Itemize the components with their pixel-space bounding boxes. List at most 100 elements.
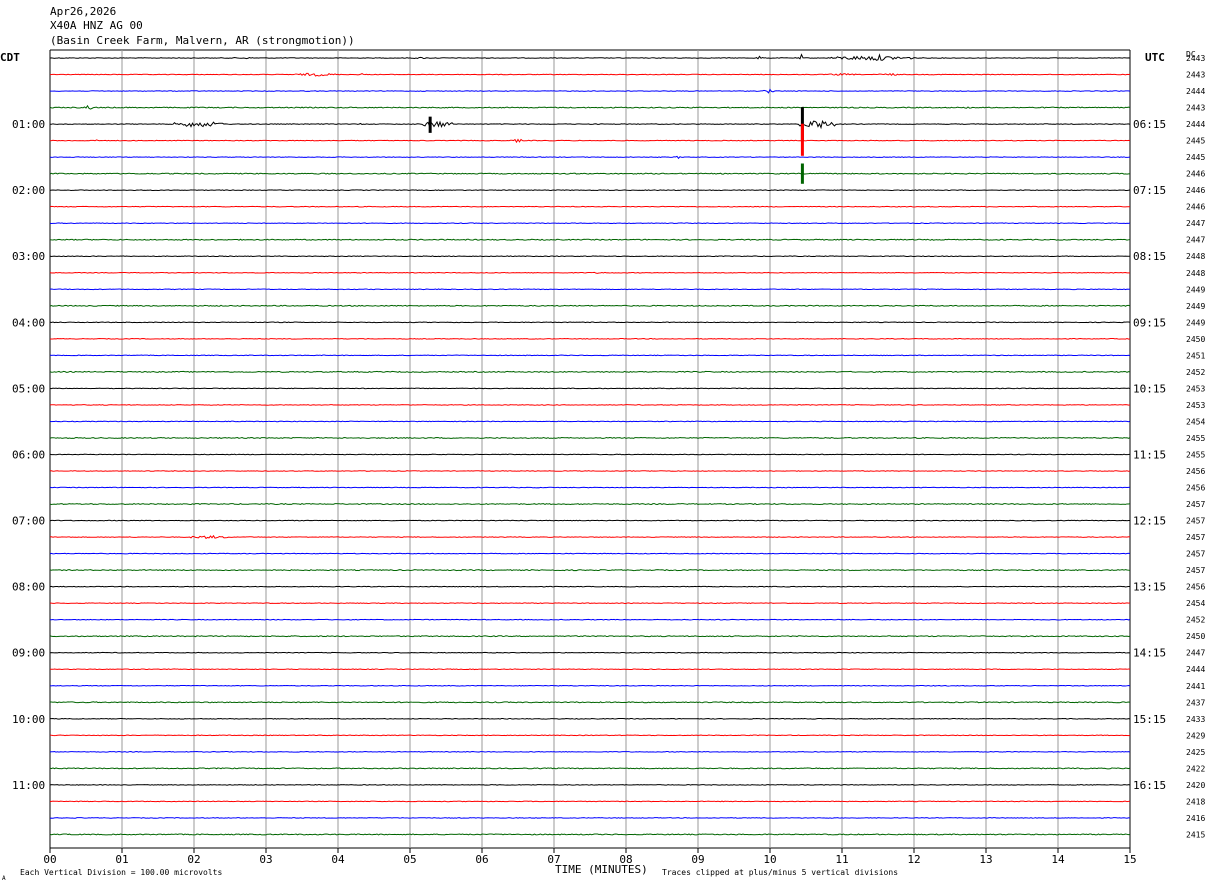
dc-value-row-4: 2444	[1186, 120, 1205, 129]
dc-value-row-8: 2446	[1186, 186, 1205, 195]
dc-value-row-14: 2449	[1186, 285, 1205, 294]
trace-row-24	[49, 453, 1131, 456]
dc-value-row-38: 2441	[1186, 682, 1205, 691]
dc-value-row-35: 2450	[1186, 632, 1205, 641]
left-time-label-0: 01:00	[12, 118, 45, 131]
dc-value-row-22: 2454	[1186, 417, 1205, 426]
right-time-label-9: 15:15	[1133, 713, 1166, 726]
x-tick-label-15: 15	[1123, 853, 1136, 866]
trace-row-39	[49, 701, 1131, 704]
trace-row-2	[49, 88, 1131, 94]
dc-value-row-0: 2443	[1186, 54, 1205, 63]
trace-row-31	[49, 569, 1131, 572]
trace-row-38	[49, 684, 1131, 687]
trace-row-30	[49, 552, 1131, 555]
trace-row-19	[49, 370, 1131, 373]
left-time-label-2: 03:00	[12, 250, 45, 263]
trace-row-0	[49, 53, 1131, 61]
trace-row-14	[49, 288, 1131, 291]
left-time-label-6: 07:00	[12, 515, 45, 528]
dc-value-row-37: 2444	[1186, 665, 1205, 674]
trace-row-8	[49, 189, 1131, 191]
dc-value-row-42: 2425	[1186, 748, 1205, 757]
trace-row-28	[49, 519, 1131, 522]
trace-row-1	[49, 72, 1131, 77]
right-time-label-0: 06:15	[1133, 118, 1166, 131]
trace-row-9	[49, 205, 1131, 208]
dc-value-row-21: 2453	[1186, 401, 1205, 410]
trace-row-33	[50, 602, 1131, 605]
trace-row-41	[49, 734, 1131, 737]
dc-value-row-24: 2455	[1186, 450, 1205, 459]
dc-value-row-40: 2433	[1186, 715, 1205, 724]
x-tick-label-12: 12	[907, 853, 920, 866]
dc-value-row-15: 2449	[1186, 302, 1205, 311]
right-time-label-6: 12:15	[1133, 515, 1166, 528]
dc-value-row-18: 2451	[1186, 351, 1205, 360]
footer-right-note: Traces clipped at plus/minus 5 vertical …	[662, 868, 898, 877]
trace-row-43	[49, 767, 1131, 770]
trace-row-13	[49, 271, 1131, 274]
trace-row-11	[49, 238, 1131, 241]
dc-value-row-12: 2448	[1186, 252, 1205, 261]
trace-row-21	[49, 404, 1131, 406]
left-time-label-10: 11:00	[12, 779, 45, 792]
footer-left-note: Each Vertical Division = 100.00 microvol…	[20, 868, 222, 877]
x-tick-label-08: 08	[619, 853, 632, 866]
trace-row-17	[49, 338, 1131, 340]
x-tick-label-07: 07	[547, 853, 560, 866]
trace-row-29	[49, 534, 1131, 540]
trace-row-44	[49, 784, 1131, 786]
trace-row-15	[49, 304, 1131, 307]
left-time-label-8: 09:00	[12, 647, 45, 660]
trace-row-7	[49, 172, 1131, 175]
dc-value-row-43: 2422	[1186, 764, 1205, 773]
trace-row-10	[49, 222, 1131, 225]
x-tick-label-10: 10	[763, 853, 776, 866]
trace-row-6	[49, 155, 1131, 160]
right-time-label-1: 07:15	[1133, 184, 1166, 197]
dc-value-row-36: 2447	[1186, 649, 1205, 658]
trace-row-18	[49, 354, 1131, 357]
trace-row-34	[49, 618, 1131, 621]
right-time-label-4: 10:15	[1133, 382, 1166, 395]
dc-value-row-9: 2446	[1186, 203, 1205, 212]
header-station: X40A HNZ AG 00	[50, 19, 143, 32]
x-tick-label-06: 06	[475, 853, 488, 866]
trace-row-27	[49, 502, 1131, 506]
x-axis-title: TIME (MINUTES)	[555, 863, 648, 876]
dc-value-row-16: 2449	[1186, 318, 1205, 327]
dc-value-row-23: 2455	[1186, 434, 1205, 443]
dc-value-row-45: 2418	[1186, 797, 1205, 806]
dc-value-row-30: 2457	[1186, 550, 1205, 559]
left-time-label-3: 04:00	[12, 316, 45, 329]
dc-value-row-19: 2452	[1186, 368, 1205, 377]
dc-value-row-41: 2429	[1186, 731, 1205, 740]
x-tick-label-13: 13	[979, 853, 992, 866]
x-tick-label-03: 03	[259, 853, 272, 866]
trace-row-47	[49, 833, 1131, 836]
dc-value-row-13: 2448	[1186, 269, 1205, 278]
dc-value-row-11: 2447	[1186, 236, 1205, 245]
right-time-label-10: 16:15	[1133, 779, 1166, 792]
axis-labels: 00 01 02 03 04 05 06 07 08 09 10 11 12 13 14 15 2443 2443…	[12, 54, 1205, 866]
trace-row-42	[49, 750, 1131, 753]
dc-value-row-27: 2457	[1186, 500, 1205, 509]
trace-row-40	[49, 717, 1131, 720]
dc-value-row-33: 2454	[1186, 599, 1205, 608]
dc-value-row-3: 2443	[1186, 104, 1205, 113]
x-tick-label-11: 11	[835, 853, 848, 866]
x-tick-label-05: 05	[403, 853, 416, 866]
trace-row-37	[49, 668, 1131, 671]
trace-row-5	[49, 138, 1131, 144]
trace-row-22	[49, 420, 1131, 423]
left-time-label-5: 06:00	[12, 448, 45, 461]
dc-value-row-2: 2444	[1186, 87, 1205, 96]
dc-value-row-17: 2450	[1186, 335, 1205, 344]
trace-row-12	[49, 255, 1131, 258]
trace-row-16	[49, 321, 1131, 324]
trace-row-26	[49, 486, 1131, 489]
footer-mark: A	[2, 875, 6, 882]
dc-value-row-44: 2420	[1186, 781, 1205, 790]
